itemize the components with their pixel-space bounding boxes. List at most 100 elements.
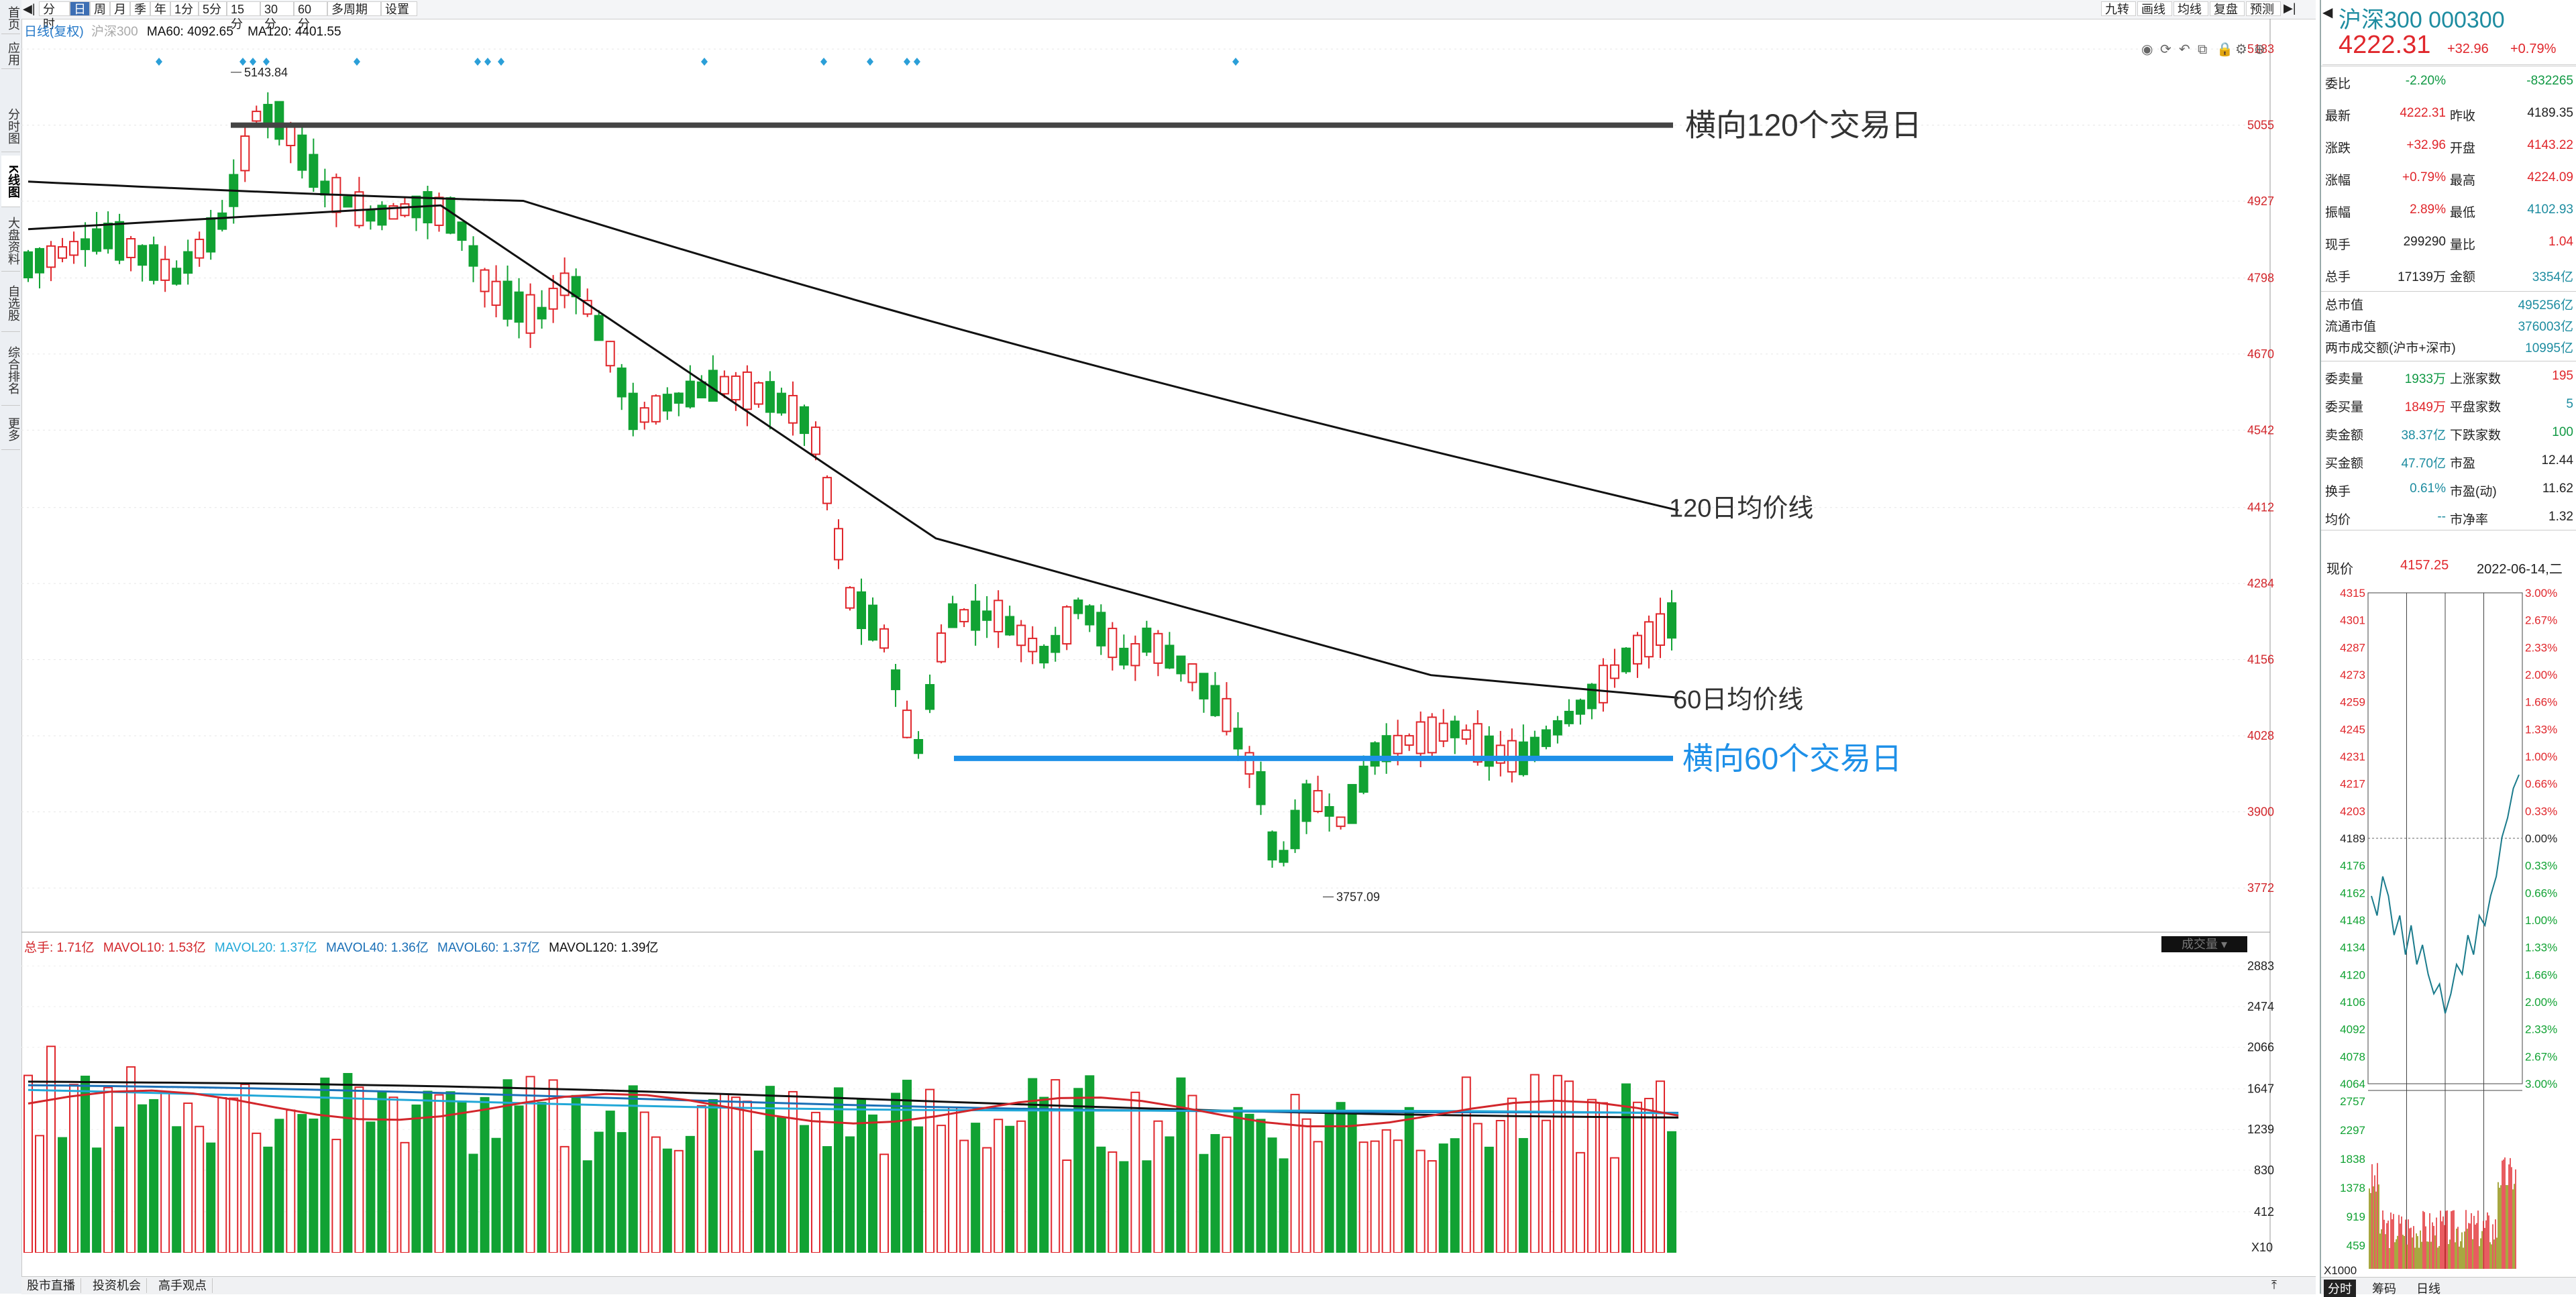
rail-item-2[interactable]: 分时图 bbox=[1, 101, 20, 152]
candle-body bbox=[172, 268, 182, 285]
tool-btn-4[interactable]: 预测 bbox=[2246, 1, 2281, 16]
collapse-icon[interactable]: ⤒ bbox=[2271, 1278, 2277, 1292]
candle-body bbox=[1290, 809, 1300, 850]
volume-bar bbox=[229, 1097, 239, 1254]
volume-bar bbox=[423, 1090, 433, 1254]
candle-body bbox=[35, 247, 45, 274]
candle-body bbox=[1313, 790, 1323, 812]
rail-item-3[interactable]: K线图 bbox=[1, 156, 20, 207]
undo-icon[interactable]: ↶ bbox=[2179, 42, 2190, 57]
volume-bar bbox=[936, 1125, 947, 1253]
candle-body bbox=[833, 528, 843, 561]
rail-item-1[interactable]: 应用 bbox=[1, 39, 20, 69]
period-btn-3[interactable]: 月 bbox=[110, 1, 130, 16]
candle-body bbox=[845, 587, 855, 609]
event-marker-icon bbox=[263, 58, 270, 66]
tab-opportunity[interactable]: 投资机会 bbox=[87, 1278, 147, 1293]
rail-item-4[interactable]: 大盘资料 bbox=[1, 211, 20, 272]
candle-body bbox=[1210, 685, 1220, 716]
panel-back-icon[interactable]: ◀ bbox=[2322, 5, 2333, 20]
candle-body bbox=[982, 610, 992, 621]
period-btn-7[interactable]: 5分 bbox=[199, 1, 227, 16]
tool-btn-0[interactable]: 九转 bbox=[2101, 1, 2136, 16]
period-btn-0[interactable]: 分时 bbox=[39, 1, 70, 31]
quote-value: 195 bbox=[2552, 369, 2573, 383]
period-btn-12[interactable]: 设置 bbox=[381, 1, 417, 16]
tab-live[interactable]: 股市直播 bbox=[21, 1278, 81, 1293]
price-tick-label: 4412 bbox=[2247, 501, 2274, 514]
period-btn-10[interactable]: 60分 bbox=[294, 1, 327, 31]
candle-body bbox=[857, 591, 867, 630]
maximize-icon[interactable]: ▶| bbox=[2284, 1, 2296, 15]
candle-body bbox=[1450, 720, 1460, 738]
event-marker-icon bbox=[239, 58, 246, 66]
mini-pct-tick: 0.00% bbox=[2525, 832, 2557, 845]
rail-item-6[interactable]: 综合排名 bbox=[1, 335, 20, 406]
tab-expert[interactable]: 高手观点 bbox=[153, 1278, 213, 1293]
rail-item-5[interactable]: 自选股 bbox=[1, 275, 20, 332]
volume-bar bbox=[1256, 1119, 1266, 1254]
candle-body bbox=[868, 604, 878, 641]
period-btn-11[interactable]: 多周期 bbox=[327, 1, 381, 16]
quote-value: 17139万 bbox=[2398, 270, 2446, 284]
candle-body bbox=[1108, 628, 1118, 659]
quote-value: 376003亿 bbox=[2518, 320, 2573, 334]
back-icon[interactable]: ◀| bbox=[23, 2, 36, 15]
tool-btn-3[interactable]: 复盘 bbox=[2210, 1, 2245, 16]
quote-row: 卖金额 38.37亿 下跌家数 100 bbox=[2321, 417, 2576, 445]
volume-bar bbox=[1062, 1159, 1072, 1254]
volume-bar bbox=[776, 1117, 786, 1253]
tool-btn-1[interactable]: 画线 bbox=[2137, 1, 2172, 16]
candle-body bbox=[776, 392, 786, 414]
eye-icon[interactable]: ◉ bbox=[2141, 42, 2153, 57]
annotation-60-days: 横向60个交易日 bbox=[1682, 741, 1902, 776]
period-btn-5[interactable]: 年 bbox=[150, 1, 170, 16]
zoom-out-icon[interactable]: ⊖ bbox=[2273, 42, 2284, 57]
mini-price-tick: 4106 bbox=[2340, 996, 2365, 1009]
candle-body bbox=[58, 246, 68, 259]
volume-tick-label: 2066 bbox=[2247, 1041, 2274, 1054]
chart-mode[interactable]: 日线(复权) bbox=[24, 25, 84, 39]
mini-price: 4157.25 bbox=[2400, 558, 2449, 573]
refresh-icon[interactable]: ⟳ bbox=[2160, 42, 2171, 57]
mini-tab-daily[interactable]: 日线 bbox=[2416, 1282, 2440, 1296]
volume-bar bbox=[1370, 1140, 1380, 1253]
period-btn-2[interactable]: 周 bbox=[90, 1, 110, 16]
volume-tick-label: 2883 bbox=[2247, 959, 2274, 972]
volume-tick-label: 412 bbox=[2254, 1205, 2274, 1219]
zoom-in-icon[interactable]: ⊕ bbox=[2254, 42, 2265, 57]
volume-bar bbox=[1108, 1151, 1118, 1253]
volume-bar bbox=[1655, 1080, 1665, 1253]
volume-bar bbox=[879, 1153, 890, 1253]
period-btn-9[interactable]: 30分 bbox=[260, 1, 294, 31]
period-btn-1[interactable]: 日 bbox=[70, 1, 90, 16]
copy-icon[interactable]: ⧉ bbox=[2198, 42, 2207, 57]
mini-vol-tick: 1838 bbox=[2340, 1153, 2365, 1166]
row-divider bbox=[2321, 291, 2576, 292]
mavol-line bbox=[28, 1089, 1679, 1128]
price-tick-label: 3772 bbox=[2247, 881, 2274, 895]
settings-icon[interactable]: ⚙ bbox=[2235, 42, 2247, 57]
candle-body bbox=[309, 154, 319, 188]
quote-value: 1.04 bbox=[2548, 235, 2573, 249]
quote-label: 现手 bbox=[2325, 238, 2351, 252]
volume-bar bbox=[914, 1126, 924, 1253]
period-btn-4[interactable]: 季 bbox=[130, 1, 150, 16]
tool-btn-2[interactable]: 均线 bbox=[2174, 1, 2208, 16]
candle-body bbox=[1256, 771, 1266, 805]
mini-tab-timeshare[interactable]: 分时 bbox=[2324, 1280, 2356, 1297]
period-btn-8[interactable]: 15分 bbox=[227, 1, 260, 31]
candle-body bbox=[971, 600, 981, 631]
quote-label: 上涨家数 bbox=[2450, 372, 2502, 386]
volume-indicator-button[interactable]: 成交量 ▾ bbox=[2161, 936, 2247, 952]
period-btn-6[interactable]: 1分 bbox=[170, 1, 199, 16]
mavol40-legend: MAVOL40: 1.36亿 bbox=[325, 941, 429, 955]
quote-row: 委比 -2.20% -832265 bbox=[2321, 66, 2576, 98]
rail-item-7[interactable]: 更多 bbox=[1, 409, 20, 450]
lock-icon[interactable]: 🔒 bbox=[2216, 42, 2233, 57]
rail-item-0[interactable]: 首页 bbox=[1, 3, 20, 34]
mini-tab-chips[interactable]: 筹码 bbox=[2372, 1282, 2396, 1296]
candle-body bbox=[1587, 683, 1597, 710]
candle-body bbox=[445, 197, 455, 234]
volume-bar bbox=[434, 1094, 444, 1254]
